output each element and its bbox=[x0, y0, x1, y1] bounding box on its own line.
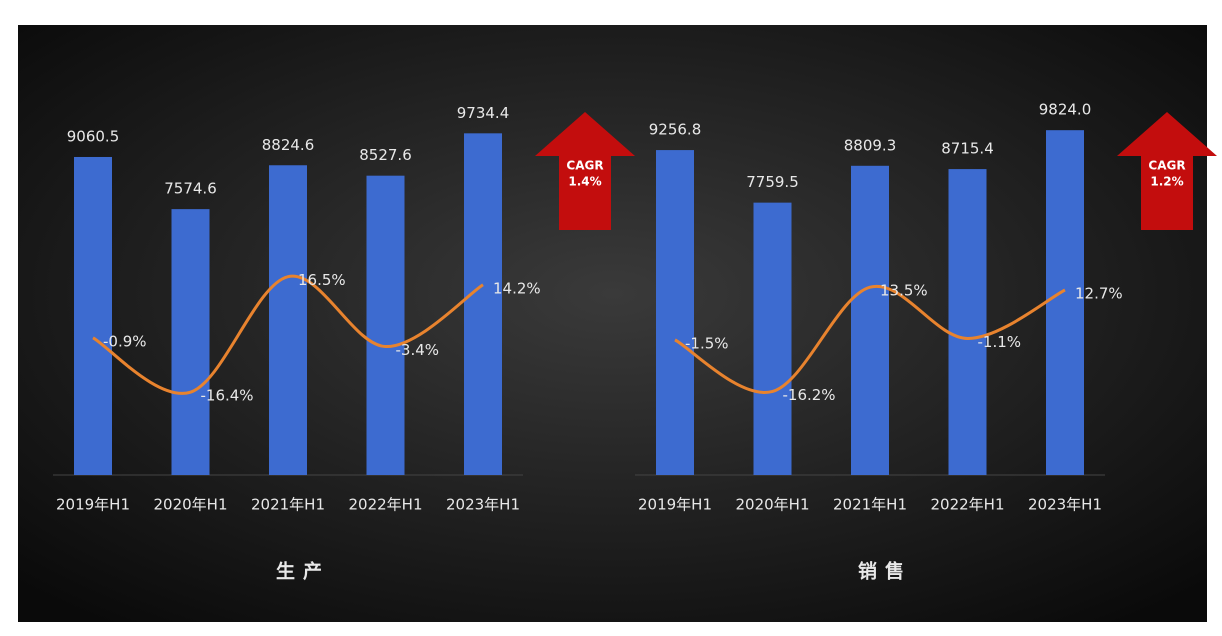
line-value-label: 13.5% bbox=[880, 282, 928, 300]
growth-line bbox=[674, 284, 1066, 394]
cagr-arrow bbox=[1117, 112, 1217, 230]
cagr-label: 1.2% bbox=[1150, 175, 1183, 189]
bar-value-label: 9256.8 bbox=[649, 121, 702, 139]
line-value-label: -0.9% bbox=[103, 332, 147, 350]
bar bbox=[74, 156, 112, 476]
bar-value-label: 8527.6 bbox=[359, 146, 412, 164]
x-tick-label: 2023年H1 bbox=[446, 496, 520, 514]
cagr-label: 1.4% bbox=[568, 175, 601, 189]
line-value-label: -16.2% bbox=[783, 386, 836, 404]
line-value-label: 16.5% bbox=[298, 271, 346, 289]
bar bbox=[753, 202, 792, 476]
x-tick-label: 2021年H1 bbox=[251, 496, 325, 514]
x-tick-label: 2022年H1 bbox=[931, 496, 1005, 514]
growth-line bbox=[92, 274, 484, 395]
bar-value-label: 7759.5 bbox=[746, 173, 799, 191]
bar-value-label: 9060.5 bbox=[67, 127, 120, 145]
bar bbox=[269, 165, 307, 476]
x-tick-label: 2019年H1 bbox=[56, 496, 130, 514]
bar bbox=[656, 150, 694, 476]
line-value-label: -1.5% bbox=[685, 334, 729, 352]
bar-value-label: 8824.6 bbox=[262, 136, 315, 154]
bar-value-label: 8715.4 bbox=[941, 140, 994, 158]
cagr-label: CAGR bbox=[1148, 159, 1185, 173]
bar bbox=[464, 133, 502, 475]
line-value-label: 12.7% bbox=[1075, 285, 1123, 303]
background bbox=[18, 25, 1207, 622]
line-value-label: -1.1% bbox=[978, 333, 1022, 351]
bar bbox=[171, 209, 210, 476]
x-tick-label: 2020年H1 bbox=[154, 496, 228, 514]
x-tick-label: 2023年H1 bbox=[1028, 496, 1102, 514]
line-value-label: -16.4% bbox=[201, 387, 254, 405]
chart-title: 销售 bbox=[858, 560, 912, 583]
line-value-label: -3.4% bbox=[396, 341, 440, 359]
x-tick-label: 2022年H1 bbox=[349, 496, 423, 514]
x-tick-label: 2021年H1 bbox=[833, 496, 907, 514]
bar-value-label: 9734.4 bbox=[457, 104, 510, 122]
bar-value-label: 8809.3 bbox=[844, 136, 897, 154]
line-value-label: 14.2% bbox=[493, 279, 541, 297]
bar bbox=[851, 165, 889, 475]
x-tick-label: 2019年H1 bbox=[638, 496, 712, 514]
bar bbox=[366, 175, 405, 475]
chart-title: 生产 bbox=[276, 560, 330, 583]
bar-value-label: 7574.6 bbox=[164, 180, 217, 198]
bar bbox=[948, 169, 987, 475]
bar-value-label: 9824.0 bbox=[1039, 101, 1092, 119]
cagr-arrow bbox=[535, 112, 635, 230]
x-tick-label: 2020年H1 bbox=[736, 496, 810, 514]
cagr-label: CAGR bbox=[566, 159, 603, 173]
bar bbox=[1046, 130, 1084, 475]
